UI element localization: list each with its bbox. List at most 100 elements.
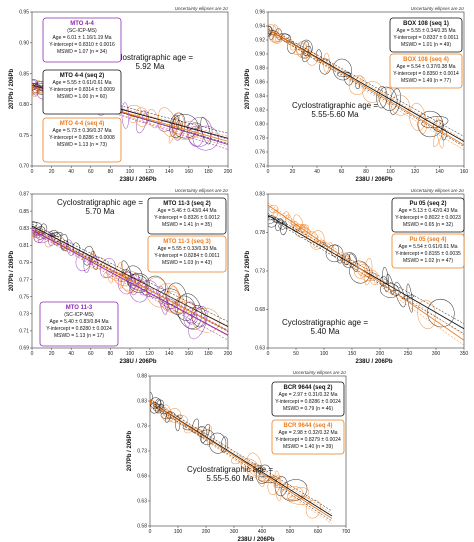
data-ellipse [295,227,311,238]
info-box-line: MSWD = 1.07 (n = 34) [57,49,107,55]
data-ellipse [332,58,352,81]
y-tick-label: 0.77 [19,277,29,283]
y-tick-label: 0.81 [19,243,29,249]
y-tick-label: 0.85 [19,71,29,77]
y-tick-label: 0.79 [19,260,29,266]
data-ellipse [167,408,182,423]
y-axis-label: 207Pb / 206Pb [245,68,251,109]
data-ellipse [287,41,296,54]
info-box-line: MSWD = 1.03 (n = 43) [162,260,212,266]
y-axis-label: 207Pb / 206Pb [127,430,133,471]
info-box-line: Age = 5.13 ± 0.42/0.43 Ma [398,208,457,214]
x-tick-label: 60 [88,351,94,357]
y-tick-label: 0.96 [255,10,265,16]
info-box-line: Y-intercept = 0.8286 ± 0.0008 [49,135,115,141]
regression-envelope-upper [32,84,228,137]
regression-line-orange [268,29,464,146]
info-box-line: Age = 5.55 ± 0.61/0.61 Ma [52,80,111,86]
info-box-line: Y-intercept = 0.8326 ± 0.0012 [154,215,220,221]
data-ellipse [88,256,106,270]
regression-line-orange [268,204,464,341]
info-box-title: MTO 11-3 (seq 3) [163,239,211,245]
regression-envelope-lower [32,88,228,147]
ellipse-cloud [268,202,464,346]
y-tick-label: 0.73 [19,311,29,317]
info-box-frame [39,301,119,347]
data-ellipse [186,117,213,147]
x-tick-label: 20 [49,169,55,175]
x-axis-label: 238U / 206Pb [237,537,274,542]
info-box-orange: BCR 9644 (seq 4)Age = 2.98 ± 0.32/0.32 M… [271,419,345,455]
info-box-frame [391,197,465,233]
chart-panel-p4: Uncertainty ellipses are 2σ 0 50 100 150 200 2… [245,188,468,365]
data-ellipse [268,25,273,34]
y-tick-label: 0.83 [255,192,265,198]
data-ellipse [268,24,277,37]
y-axis-label: 207Pb / 206Pb [9,250,15,291]
info-box-title: Pu 05 (seq 4) [409,237,446,243]
info-box-line: Age = 5.54 ± 0.61/0.61 Ma [398,244,457,250]
regression-envelope-upper [268,27,464,141]
data-ellipse [83,255,91,273]
regression-envelope-upper [32,223,228,322]
info-box-line: Y-intercept = 0.8314 ± 0.0009 [49,87,115,93]
data-ellipse [401,294,415,300]
ellipse-cloud [268,24,464,151]
x-tick-label: 250 [404,351,413,357]
info-box-line: MSWD = 1.41 (n = 35) [162,222,212,228]
data-ellipse [362,81,383,103]
x-tick-label: 100 [126,169,135,175]
regression-line-orange [150,401,333,519]
info-box-line: Age = 6.01 ± 1.16/1.19 Ma [52,35,111,41]
x-tick-label: 160 [185,351,194,357]
x-tick-label: 100 [174,529,183,535]
info-box-frame [271,419,345,455]
data-ellipse [281,486,304,500]
y-tick-label: 0.80 [255,122,265,128]
info-box-line: Y-intercept = 0.8337 ± 0.0011 [393,35,458,41]
x-tick-label: 100 [320,351,329,357]
info-box-title: MTO 4-4 (seq 2) [60,73,105,79]
info-box-title: BCR 9644 (seq 2) [283,385,332,391]
y-tick-label: 0.90 [255,52,265,58]
x-axis-label: 238U / 206Pb [119,177,156,183]
regression-envelope-upper [150,399,333,514]
x-axis-label: 238U / 206Pb [355,359,392,365]
info-box-line: Y-intercept = 0.8155 ± 0.0035 [395,251,461,257]
regression-envelope-upper [268,213,464,324]
x-tick-label: 400 [258,529,267,535]
x-tick-label: 40 [68,351,74,357]
info-box-line: Y-intercept = 0.8284 ± 0.0011 [154,253,219,259]
data-ellipse [273,217,280,223]
y-tick-label: 0.88 [255,66,265,72]
info-box-line: Age = 5.73 ± 0.36/0.37 Ma [52,128,111,134]
regression-envelope-lower [268,31,464,151]
data-ellipse [161,298,177,309]
data-ellipse [121,102,130,129]
info-box-line: Y-intercept = 0.8279 ± 0.0024 [275,437,341,443]
data-ellipse [380,282,400,298]
info-box-line: Age = 2.98 ± 0.32/0.32 Ma [278,430,337,436]
x-tick-label: 180 [204,351,213,357]
y-tick-label: 0.73 [255,269,265,275]
x-tick-label: 200 [202,529,211,535]
info-box-line: Age = 5.54 ± 0.37/0.38 Ma [396,64,455,70]
data-ellipse [390,290,401,296]
regression-line-purple [32,229,228,336]
data-ellipse [49,230,59,236]
x-tick-label: 0 [267,169,270,175]
data-ellipse [128,116,138,123]
data-ellipse [115,262,123,280]
data-ellipse [150,397,162,409]
info-box-subtitle: (SC-ICP-MS) [64,312,94,318]
y-tick-label: 0.78 [137,424,147,430]
x-tick-label: 20 [290,169,296,175]
data-ellipse [390,94,410,116]
regression-envelope-lower [268,217,464,334]
x-tick-label: 80 [108,351,114,357]
x-tick-label: 80 [363,169,369,175]
y-tick-label: 0.92 [255,38,265,44]
x-tick-label: 140 [435,169,444,175]
info-box-title: BCR 9644 (seq 4) [283,423,332,429]
info-box-frame [147,197,227,235]
